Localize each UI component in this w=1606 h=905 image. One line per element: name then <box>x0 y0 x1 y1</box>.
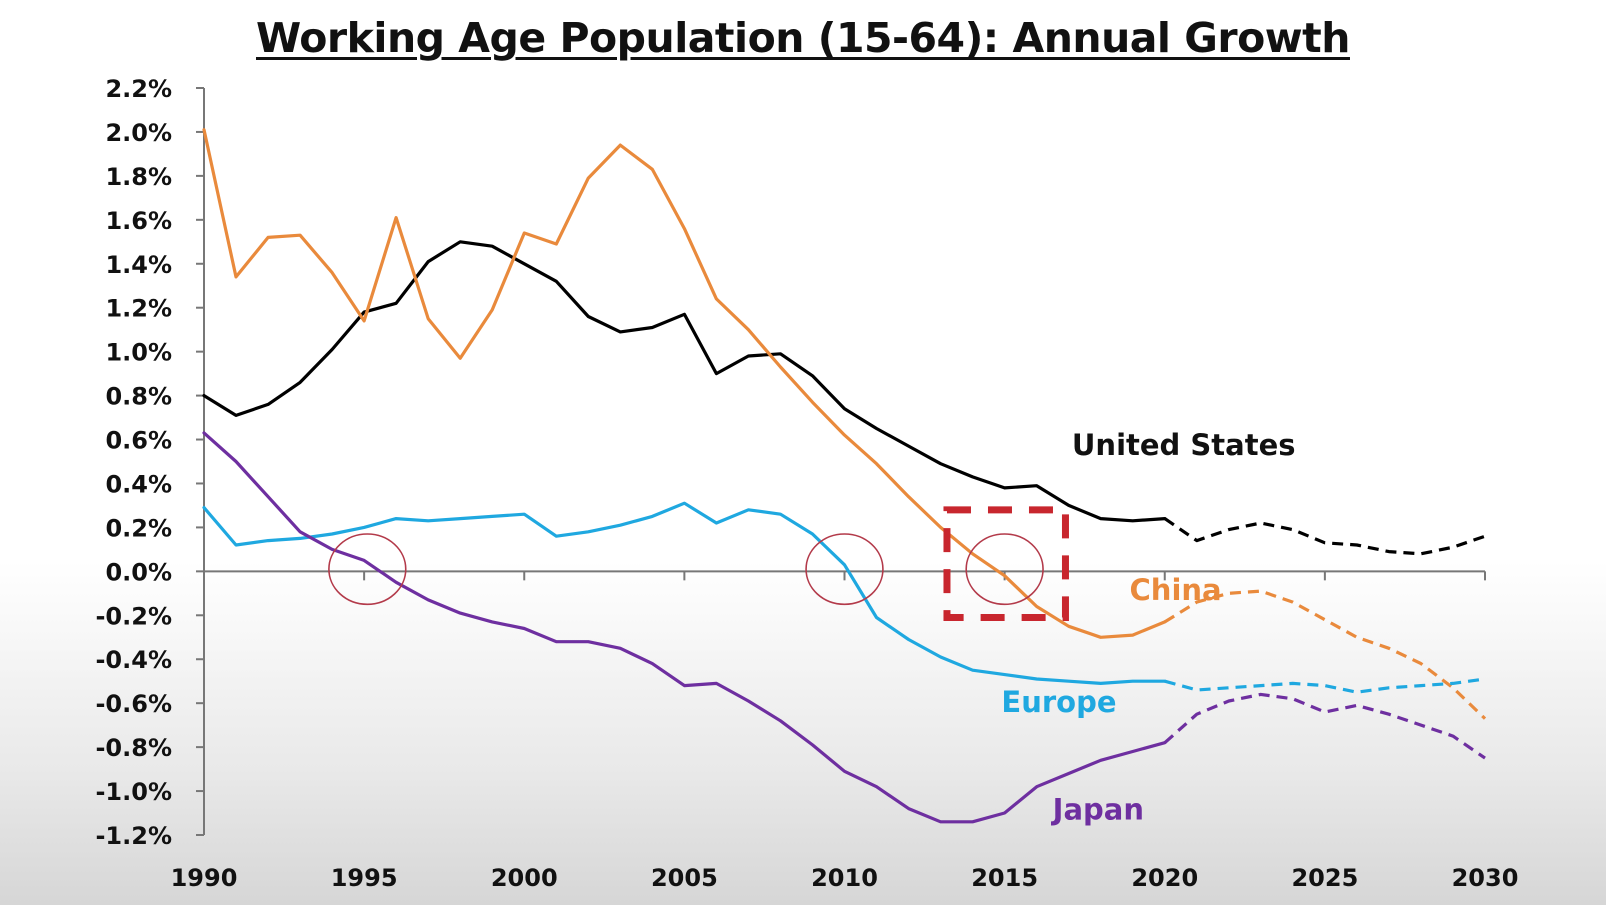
y-tick-label: -0.2% <box>95 602 172 630</box>
y-tick-label: 1.8% <box>105 163 172 191</box>
series-label-united-states: United States <box>1072 428 1296 462</box>
y-tick-label: -0.8% <box>95 734 172 762</box>
y-tick-label: 2.0% <box>105 119 172 147</box>
series-line-europe <box>202 501 1167 686</box>
y-tick-label: 0.4% <box>105 470 172 498</box>
y-tick-label: 2.2% <box>105 75 172 103</box>
annotation-dashed-box <box>943 506 1069 621</box>
x-tick-label: 2010 <box>811 864 878 892</box>
x-tick-label: 2020 <box>1131 864 1198 892</box>
chart-title: Working Age Population (15-64): Annual G… <box>256 14 1350 62</box>
series-projection-japan <box>1163 692 1486 760</box>
annotation-circle <box>805 533 884 606</box>
y-tick-label: 0.8% <box>105 383 172 411</box>
x-tick-label: 2025 <box>1291 864 1358 892</box>
series-projection-united-states <box>1163 517 1486 556</box>
x-tick-label: 2015 <box>971 864 1038 892</box>
series-line-united-states <box>202 240 1167 523</box>
x-tick-label: 2005 <box>651 864 718 892</box>
series-line-japan <box>202 431 1167 824</box>
annotation-circle <box>965 533 1044 606</box>
series-projection-china <box>1163 589 1487 720</box>
y-tick-label: 1.0% <box>105 339 172 367</box>
y-tick-label: -0.4% <box>95 646 172 674</box>
y-tick-label: 1.2% <box>105 295 172 323</box>
series-label-europe: Europe <box>1001 685 1116 719</box>
series-line-china <box>202 128 1167 639</box>
y-tick-label: 0.2% <box>105 514 172 542</box>
y-tick-label: 0.0% <box>105 558 172 586</box>
series-label-japan: Japan <box>1051 793 1144 827</box>
y-tick-label: 1.6% <box>105 207 172 235</box>
series-projection-europe <box>1164 677 1486 694</box>
x-tick-label: 1995 <box>331 864 398 892</box>
annotation-circle <box>328 533 407 606</box>
y-tick-label: -1.2% <box>95 822 172 850</box>
y-tick-label: 0.6% <box>105 427 172 455</box>
y-tick-label: -0.6% <box>95 690 172 718</box>
x-tick-label: 1990 <box>171 864 238 892</box>
y-tick-label: -1.0% <box>95 778 172 806</box>
series-label-china: China <box>1130 573 1222 607</box>
x-tick-label: 2000 <box>491 864 558 892</box>
y-tick-label: 1.4% <box>105 251 172 279</box>
x-tick-label: 2030 <box>1452 864 1519 892</box>
